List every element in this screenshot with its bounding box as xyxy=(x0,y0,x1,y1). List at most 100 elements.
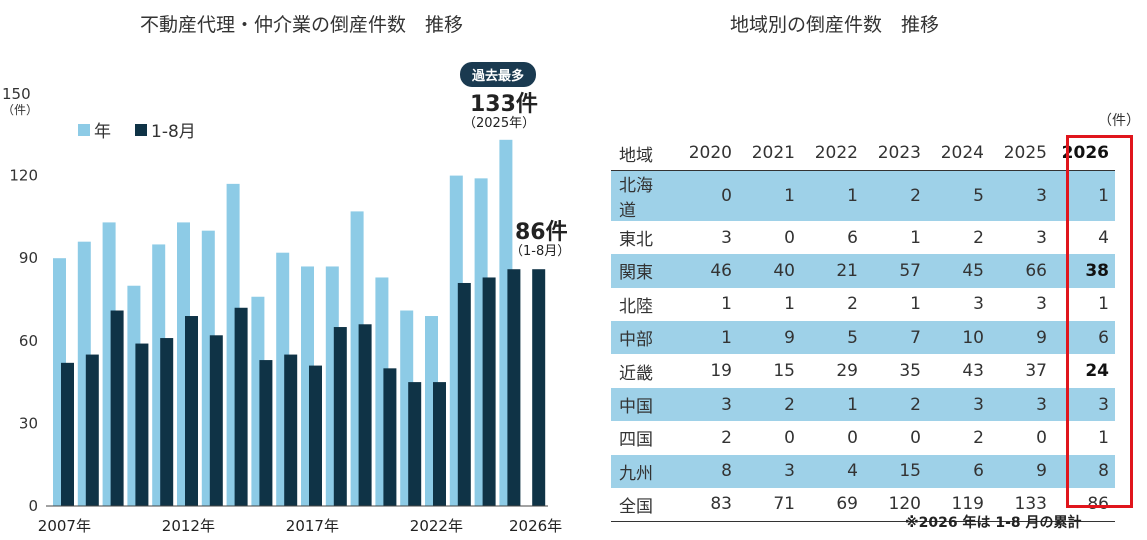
table-value-cell: 5 xyxy=(801,321,864,355)
table-region-cell: 近畿 xyxy=(619,363,653,384)
table-value-cell: 9 xyxy=(990,321,1053,355)
table-value-cell: 10 xyxy=(927,321,990,355)
table-value-cell: 7 xyxy=(864,321,927,355)
table-value-cell: 6 xyxy=(847,227,858,248)
table-header-cell: 2022 xyxy=(801,137,864,171)
table-row: 北陸 1 1 2 1 3 3 1 xyxy=(611,288,1115,321)
bar-jan-aug-2021 xyxy=(408,382,422,506)
bar-jan-aug-2017 xyxy=(309,365,322,506)
table-value-cell: 6 xyxy=(1053,321,1115,355)
x-tick-label-2: 2017年 xyxy=(286,517,339,535)
table-value-cell: 40 xyxy=(738,254,801,288)
table-value-cell: 3 xyxy=(990,387,1053,422)
table-value-cell: 3 xyxy=(1036,294,1047,315)
bar-jan-aug-2011 xyxy=(160,338,174,506)
table-value-cell: 2 xyxy=(738,387,801,422)
table-region-cell: 関東 xyxy=(611,254,675,288)
table-value-cell: 69 xyxy=(801,488,864,522)
x-tick-label-1: 2012年 xyxy=(162,517,215,535)
table-header-cell: 2023 xyxy=(864,137,927,171)
y-tick-label-1: 30 xyxy=(19,414,38,432)
table-region-cell: 中国 xyxy=(611,387,675,422)
table-value-cell: 2 xyxy=(864,170,927,221)
table-value-cell: 29 xyxy=(836,361,858,382)
highlight-2026-column xyxy=(1066,135,1133,508)
table-value-cell: 1 xyxy=(801,170,864,221)
table-value-cell: 1 xyxy=(910,294,921,315)
table-value-cell: 119 xyxy=(927,488,990,522)
table-header-cell: 地域 xyxy=(611,137,675,171)
table-header-cell: 2025 xyxy=(990,137,1053,171)
table-value-cell: 3 xyxy=(973,294,984,315)
table-value-cell: 1 xyxy=(738,170,801,221)
bar-jan-aug-2026 xyxy=(532,269,546,506)
chart-title: 不動産代理・仲介業の倒産件数 推移 xyxy=(140,14,464,36)
bar-jan-aug-2018 xyxy=(333,327,347,506)
bar-jan-aug-2014 xyxy=(234,307,248,506)
table-value-cell: 3 xyxy=(1036,227,1047,248)
table-header-row: 地域 2020 2021 2022 2023 2024 2025 2026 xyxy=(611,137,1115,171)
x-tick-label-3: 2022年 xyxy=(410,517,463,535)
table-row: 関東 46 40 21 57 45 66 38 xyxy=(611,254,1115,288)
legend-label-jan-aug: 1-8月 xyxy=(151,122,196,142)
table-value-cell: 1 xyxy=(675,321,738,355)
table-value-cell: 3 xyxy=(990,170,1053,221)
y-tick-label-0: 0 xyxy=(28,497,38,515)
chart-legend: 年 1-8月 xyxy=(78,117,196,142)
table-value-cell: 1 xyxy=(801,387,864,422)
bar-jan-aug-2020 xyxy=(383,368,397,506)
table-value-cell: 21 xyxy=(801,254,864,288)
table-value-cell: 1 xyxy=(910,227,921,248)
bar-chart: 0 30 60 90 120 2007年 2012年 2017年 2022年 2026年 xyxy=(9,139,562,535)
table-row: 四国 2 0 0 0 2 0 1 xyxy=(611,421,1115,454)
bar-jan-aug-2010 xyxy=(135,343,149,506)
table-value-cell: 24 xyxy=(1085,361,1109,382)
table-region-cell: 北陸 xyxy=(619,296,653,317)
table-header-cell: 2021 xyxy=(738,137,801,171)
latest-annotation-sub: （1-8月） xyxy=(510,244,571,259)
table-value-cell: 1 xyxy=(1053,170,1115,221)
table-value-cell: 9 xyxy=(738,321,801,355)
table-value-cell: 66 xyxy=(990,254,1053,288)
table-value-cell: 4 xyxy=(1098,227,1109,248)
table-value-cell: 0 xyxy=(784,227,795,248)
y-unit-value: 150 xyxy=(2,85,31,103)
table-value-cell: 86 xyxy=(1053,488,1115,522)
table-value-cell: 120 xyxy=(864,488,927,522)
table-value-cell: 3 xyxy=(721,227,732,248)
table-value-cell: 57 xyxy=(864,254,927,288)
table-title: 地域別の倒産件数 推移 xyxy=(730,14,940,36)
bar-jan-aug-2012 xyxy=(185,316,198,506)
bar-jan-aug-2013 xyxy=(209,335,223,506)
table-value-cell: 1 xyxy=(721,294,732,315)
table-value-cell: 83 xyxy=(675,488,738,522)
table-header-cell: 2020 xyxy=(675,137,738,171)
region-table: 地域 2020 2021 2022 2023 2024 2025 2026 北海道 0 1 1 2 5 3 1… xyxy=(611,137,1115,522)
table-region-cell: 九州 xyxy=(611,454,675,489)
bar-jan-aug-2022 xyxy=(433,382,446,506)
y-tick-label-3: 90 xyxy=(19,249,38,267)
table-value-cell: 8 xyxy=(1053,454,1115,489)
table-value-cell: 5 xyxy=(927,170,990,221)
x-tick-label-0: 2007年 xyxy=(38,517,91,535)
bar-jan-aug-2015 xyxy=(259,360,273,506)
table-region-cell: 中部 xyxy=(611,321,675,355)
table-region-cell: 四国 xyxy=(619,430,653,451)
table-value-cell: 15 xyxy=(864,454,927,489)
table-value-cell: 4 xyxy=(801,454,864,489)
x-tick-label-4: 2026年 xyxy=(509,517,562,535)
table-value-cell: 19 xyxy=(710,361,732,382)
table-value-cell: 71 xyxy=(738,488,801,522)
bar-jan-aug-2007 xyxy=(61,362,74,506)
bar-jan-aug-2024 xyxy=(482,277,496,506)
table-row: 近畿 19 15 29 35 43 37 24 xyxy=(611,354,1115,387)
table-unit: （件） xyxy=(1098,113,1140,129)
table-value-cell: 3 xyxy=(675,387,738,422)
bar-jan-aug-2009 xyxy=(110,310,124,506)
latest-annotation-value: 86件 xyxy=(515,220,568,245)
region-table-wrap: 地域 2020 2021 2022 2023 2024 2025 2026 北海道 0 1 1 2 5 3 1… xyxy=(611,137,1115,522)
table-value-cell: 1 xyxy=(784,294,795,315)
table-value-cell: 46 xyxy=(675,254,738,288)
table-value-cell: 3 xyxy=(738,454,801,489)
table-value-cell: 2 xyxy=(864,387,927,422)
